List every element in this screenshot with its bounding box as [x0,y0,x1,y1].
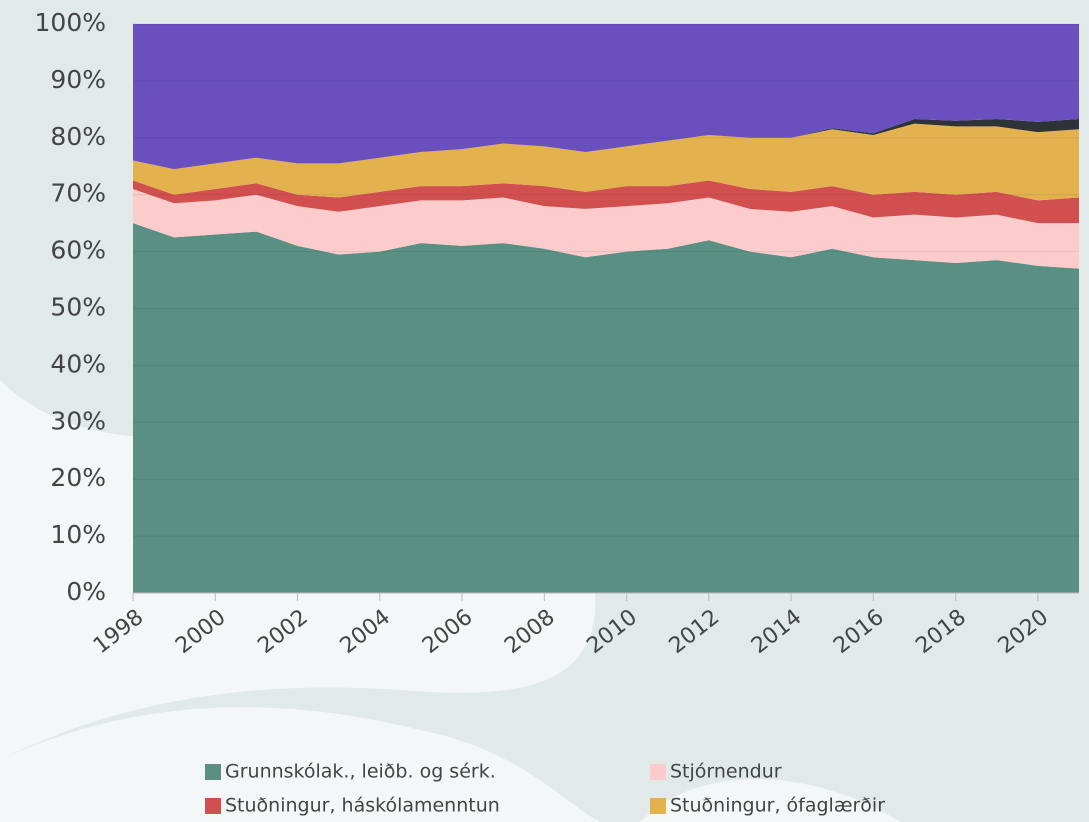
chart: 0%10%20%30%40%50%60%70%80%90%100%1998200… [0,0,1089,822]
y-tick-label: 30% [50,406,106,435]
y-tick-label: 100% [35,8,106,37]
legend-label: Stuðningur, háskólamenntun [225,795,500,817]
y-tick-label: 80% [50,122,106,151]
y-tick-label: 90% [50,65,106,94]
y-tick-label: 40% [50,349,106,378]
y-tick-label: 50% [50,293,106,322]
legend-swatch [650,764,666,780]
legend-swatch [205,764,221,780]
legend-swatch [205,798,221,814]
y-tick-label: 10% [50,520,106,549]
legend-label: Stjórnendur [670,761,782,783]
y-tick-label: 0% [66,577,106,606]
area [133,223,1079,593]
y-tick-label: 70% [50,179,106,208]
legend-label: Stuðningur, ófaglærðir [670,795,885,817]
legend-label: Grunnskólak., leiðb. og sérk. [225,761,496,783]
y-tick-label: 60% [50,236,106,265]
y-tick-label: 20% [50,463,106,492]
legend-swatch [650,798,666,814]
